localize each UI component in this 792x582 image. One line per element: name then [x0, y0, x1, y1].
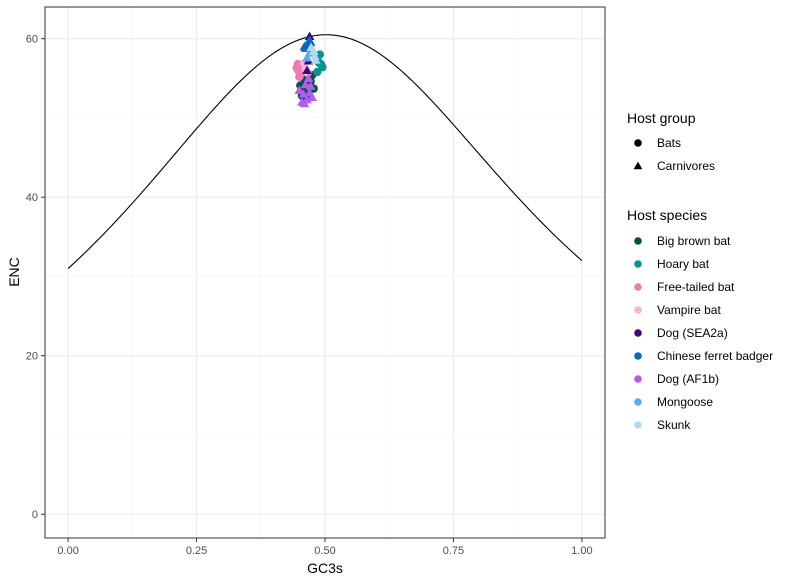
y-tick-label: 0: [32, 509, 38, 521]
legend-key-carnivores: [633, 161, 643, 170]
data-point-chinese-ferret-badger: [299, 41, 310, 51]
legend-key-bats: [634, 139, 642, 147]
data-point-chinese-ferret-badger: [305, 37, 316, 47]
legend-key-mongoose: [634, 398, 642, 406]
data-point-hoary-bat: [318, 63, 327, 72]
data-point-dog-af1b: [303, 73, 314, 82]
data-point-skunk: [309, 51, 320, 60]
x-tick-label: 1.00: [571, 545, 592, 557]
legend-key-big-brown-bat: [634, 237, 642, 245]
x-tick-label: 0.25: [186, 545, 207, 557]
legend-label-hoary-bat: Hoary bat: [657, 257, 710, 271]
y-tick-label: 20: [26, 351, 38, 363]
legend-label-chinese-ferret-badger: Chinese ferret badger: [657, 349, 773, 363]
data-point-dog-af1b: [294, 85, 305, 94]
x-tick-label: 0.50: [314, 545, 335, 557]
legend-label-big-brown-bat: Big brown bat: [657, 234, 731, 248]
data-point-dog-af1b: [307, 92, 317, 101]
data-point-dog-af1b: [302, 94, 312, 104]
data-point-mongoose: [302, 52, 312, 62]
legend-key-chinese-ferret-badger: [634, 352, 642, 360]
x-tick-label: 0.00: [57, 545, 78, 557]
x-tick-label: 0.75: [443, 545, 464, 557]
legend-key-free-tailed-bat: [634, 283, 642, 291]
x-axis-title: GC3s: [307, 560, 343, 576]
data-point-dog-sea2a: [302, 65, 312, 75]
data-point-free-tailed-bat: [295, 72, 304, 81]
legend-key-hoary-bat: [634, 260, 642, 268]
legend-key-vampire-bat: [634, 306, 642, 314]
y-tick-label: 60: [26, 34, 38, 46]
expected-enc-curve-layer: [67, 34, 583, 269]
legend-key-dog-sea2a: [634, 329, 642, 337]
data-point-skunk: [306, 42, 316, 52]
legend-title-host-group: Host group: [627, 110, 696, 126]
y-tick-label: 40: [26, 192, 38, 204]
legend-label-dog-af1b: Dog (AF1b): [657, 372, 719, 386]
legend-key-dog-af1b: [634, 375, 642, 383]
legend-label-vampire-bat: Vampire bat: [657, 303, 721, 317]
legend: Host group Bats Carnivores Host species Big …: [627, 110, 773, 432]
legend-label-mongoose: Mongoose: [657, 395, 713, 409]
data-point-skunk: [310, 55, 321, 64]
axes: 0.00 0.25 0.50 0.75 1.00 0 20 40 60: [26, 34, 593, 557]
grid-lines: [45, 7, 605, 538]
legend-label-skunk: Skunk: [657, 418, 691, 432]
legend-label-dog-sea2a: Dog (SEA2a): [657, 326, 728, 340]
legend-label-free-tailed-bat: Free-tailed bat: [657, 280, 735, 294]
data-point-free-tailed-bat: [293, 59, 302, 69]
expected-enc-curve: [67, 34, 583, 269]
legend-title-host-species: Host species: [627, 207, 707, 223]
legend-label-bats: Bats: [657, 136, 681, 150]
data-points-layer: [292, 31, 327, 108]
data-point-dog-af1b: [305, 81, 316, 90]
y-axis-title: ENC: [6, 257, 22, 287]
legend-label-carnivores: Carnivores: [657, 159, 715, 173]
legend-key-skunk: [634, 421, 642, 429]
